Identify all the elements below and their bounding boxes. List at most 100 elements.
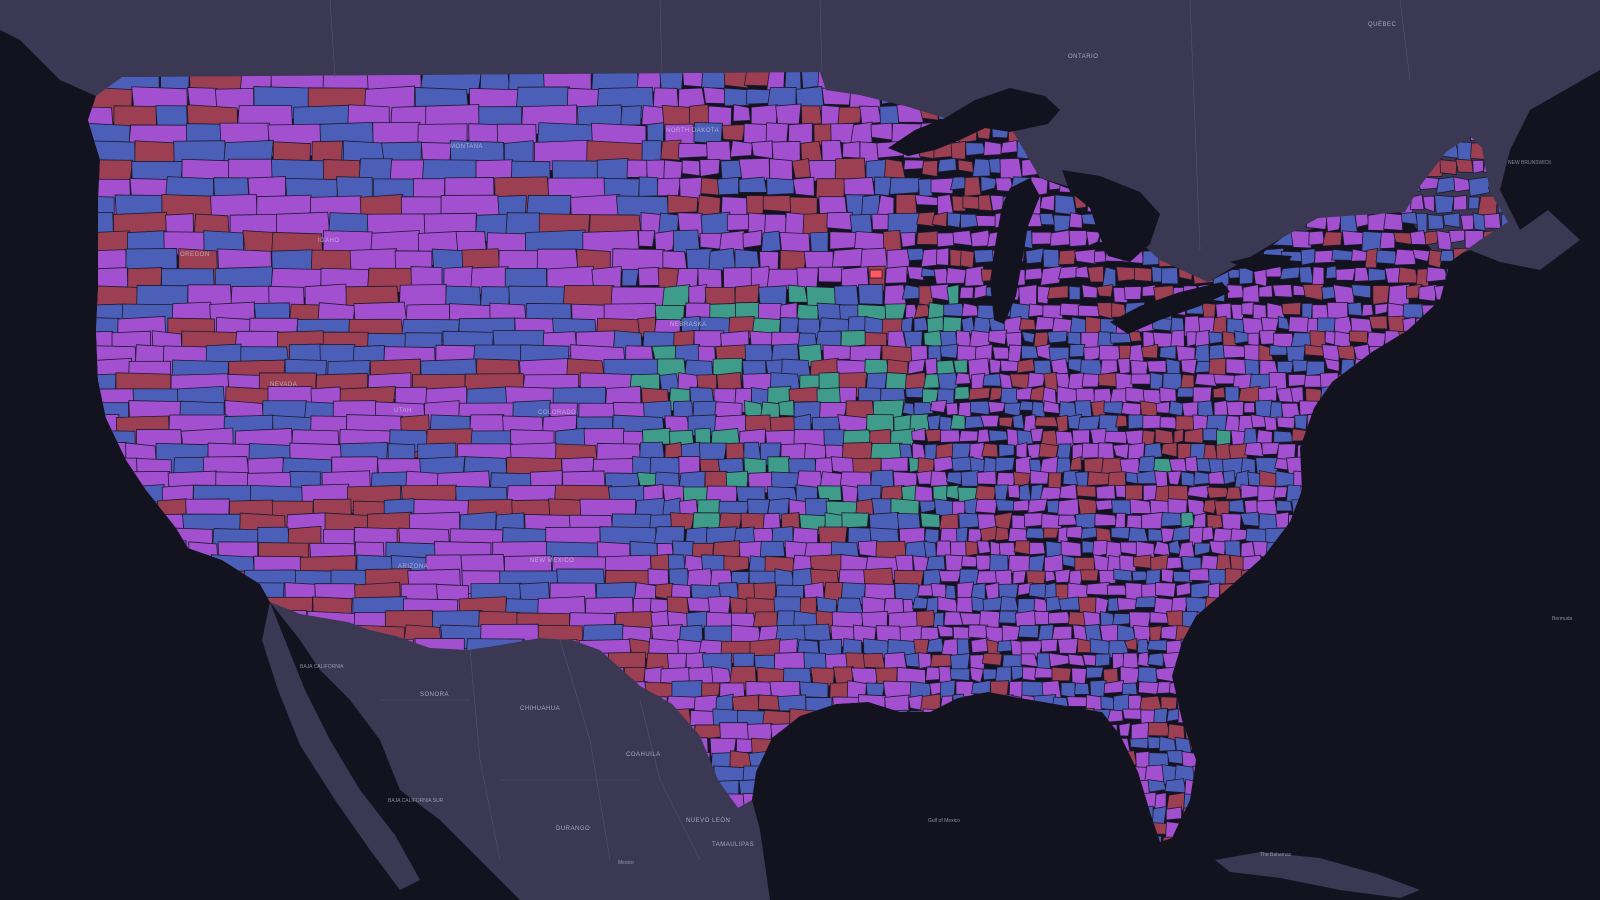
county-cell[interactable] [1175, 345, 1196, 362]
county-cell[interactable] [949, 653, 971, 671]
county-cell[interactable] [970, 637, 989, 654]
county-cell[interactable] [906, 266, 925, 281]
county-cell[interactable] [1101, 266, 1117, 288]
county-cell[interactable] [1067, 331, 1082, 346]
county-cell[interactable] [1394, 248, 1417, 266]
county-cell[interactable] [657, 177, 682, 197]
county-cell[interactable] [964, 498, 979, 516]
county-cell[interactable] [922, 373, 940, 389]
county-cell[interactable] [884, 158, 906, 179]
county-cell[interactable] [654, 229, 676, 253]
county-cell[interactable] [816, 485, 842, 501]
county-cell[interactable] [945, 402, 959, 416]
county-cell[interactable] [1029, 470, 1050, 485]
county-cell[interactable] [912, 596, 929, 610]
county-cell[interactable] [916, 211, 935, 227]
county-cell[interactable] [1448, 229, 1466, 244]
county-cell[interactable] [693, 122, 723, 145]
county-cell[interactable] [1190, 581, 1211, 600]
county-cell[interactable] [1068, 212, 1083, 229]
county-cell[interactable] [854, 230, 886, 252]
county-cell[interactable] [833, 285, 860, 308]
county-cell[interactable] [1275, 470, 1295, 487]
county-cell[interactable] [874, 176, 893, 197]
county-cell[interactable] [1143, 442, 1163, 460]
county-cell[interactable] [913, 317, 929, 332]
county-cell[interactable] [1094, 653, 1111, 667]
county-cell[interactable] [1468, 196, 1480, 210]
county-cell[interactable] [1129, 498, 1152, 514]
county-cell[interactable] [1166, 750, 1184, 765]
county-cell[interactable] [1263, 415, 1278, 431]
county-cell[interactable] [1025, 527, 1045, 540]
county-cell[interactable] [1039, 213, 1056, 226]
county-cell[interactable] [716, 371, 742, 391]
county-cell[interactable] [919, 500, 938, 514]
county-cell[interactable] [656, 543, 674, 557]
county-cell[interactable] [908, 694, 923, 711]
county-cell[interactable] [1057, 514, 1078, 526]
county-cell[interactable] [1096, 284, 1114, 298]
county-cell[interactable] [1109, 332, 1132, 344]
county-cell[interactable] [1225, 486, 1242, 500]
county-cell[interactable] [662, 250, 688, 270]
county-cell[interactable] [1025, 570, 1047, 585]
county-cell[interactable] [751, 140, 773, 160]
county-cell[interactable] [1300, 248, 1316, 266]
county-cell[interactable] [1083, 346, 1101, 362]
county-cell[interactable] [842, 141, 861, 159]
county-cell[interactable] [1074, 682, 1090, 695]
county-cell[interactable] [1192, 386, 1213, 404]
county-cell[interactable] [987, 401, 1007, 414]
county-cell[interactable] [1047, 611, 1071, 625]
county-cell[interactable] [1023, 512, 1044, 528]
county-cell[interactable] [837, 106, 863, 125]
county-cell[interactable] [1058, 596, 1082, 611]
county-cell[interactable] [1311, 304, 1330, 320]
county-cell[interactable] [981, 652, 1003, 666]
county-cell[interactable] [1165, 806, 1182, 821]
county-cell[interactable] [1201, 302, 1216, 319]
county-cell[interactable] [988, 358, 1002, 374]
county-cell[interactable] [1427, 213, 1445, 230]
county-cell[interactable] [621, 268, 640, 287]
county-cell[interactable] [1412, 248, 1431, 262]
county-cell[interactable] [796, 267, 819, 290]
county-cell[interactable] [1067, 611, 1086, 626]
county-cell[interactable] [1141, 284, 1157, 297]
county-cell[interactable] [1019, 483, 1032, 502]
county-cell[interactable] [1164, 778, 1187, 794]
county-cell[interactable] [926, 414, 942, 430]
county-cell[interactable] [930, 399, 948, 413]
county-cell[interactable] [779, 231, 811, 254]
county-cell[interactable] [920, 512, 941, 528]
county-cell[interactable] [1128, 331, 1143, 343]
county-cell[interactable] [843, 176, 875, 196]
county-cell[interactable] [1273, 430, 1295, 443]
county-cell[interactable] [1000, 140, 1018, 154]
county-cell[interactable] [981, 442, 999, 458]
county-cell[interactable] [1147, 652, 1165, 667]
county-cell[interactable] [1137, 681, 1161, 695]
county-cell[interactable] [1468, 176, 1492, 197]
county-cell[interactable] [983, 140, 1002, 156]
county-cell[interactable] [916, 610, 936, 628]
county-cell[interactable] [953, 359, 968, 374]
county-cell[interactable] [1136, 638, 1150, 655]
county-cell[interactable] [1302, 283, 1324, 301]
county-cell[interactable] [1175, 415, 1196, 431]
county-cell[interactable] [961, 555, 979, 568]
county-cell[interactable] [1424, 230, 1441, 246]
county-cell[interactable] [1208, 470, 1226, 485]
county-cell[interactable] [917, 652, 932, 670]
county-cell[interactable] [931, 211, 948, 228]
county-cell[interactable] [917, 178, 934, 198]
county-cell[interactable] [771, 471, 800, 489]
county-cell[interactable] [769, 158, 793, 181]
county-cell[interactable] [801, 105, 823, 125]
county-cell[interactable] [1160, 512, 1183, 527]
county-cell[interactable] [924, 357, 938, 376]
county-cell[interactable] [1226, 400, 1244, 416]
county-cell[interactable] [1166, 610, 1185, 628]
county-cell[interactable] [1290, 386, 1304, 404]
